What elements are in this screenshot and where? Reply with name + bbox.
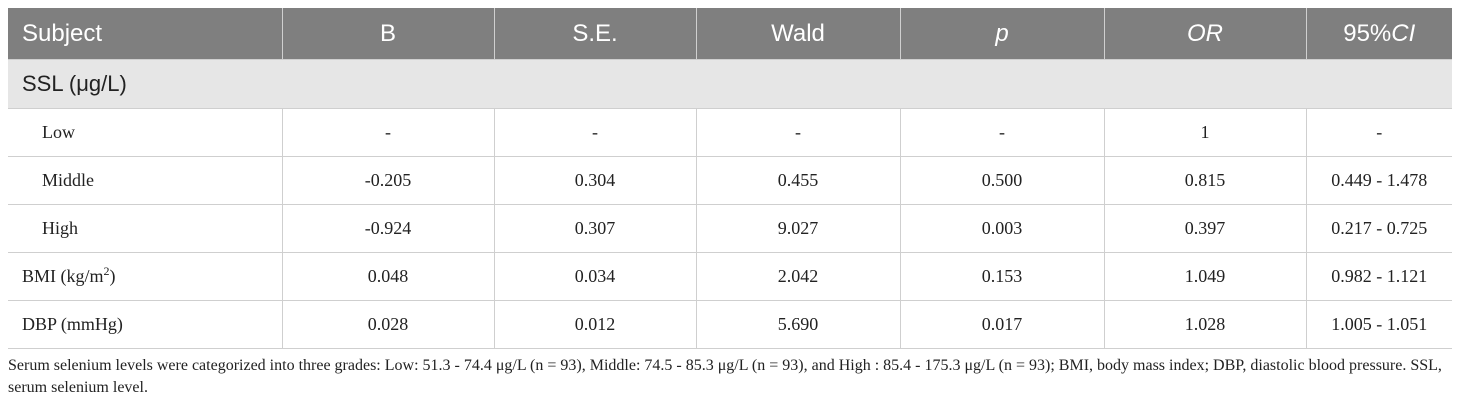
- cell-p: 0.003: [899, 204, 1104, 253]
- regression-table: Subject B S.E. Wald p OR 95%CI SSL (μg/L…: [8, 8, 1452, 349]
- cell-p: 0.500: [899, 156, 1104, 205]
- subject-superscript: 2: [103, 264, 110, 278]
- cell-ci: 0.449 - 1.478: [1305, 156, 1452, 205]
- cell-or: 1.049: [1103, 252, 1306, 301]
- cell-wald: -: [695, 108, 900, 157]
- table-row: DBP (mmHg) 0.028 0.012 5.690 0.017 1.028…: [8, 300, 1452, 349]
- cell-b: 0.048: [281, 252, 494, 301]
- cell-b: 0.028: [281, 300, 494, 349]
- table-row: Low - - - - 1 -: [8, 108, 1452, 157]
- cell-or: 1.028: [1103, 300, 1306, 349]
- header-wald: Wald: [695, 8, 900, 60]
- table-row: BMI (kg/m2) 0.048 0.034 2.042 0.153 1.04…: [8, 252, 1452, 301]
- cell-p: -: [899, 108, 1104, 157]
- cell-se: 0.012: [493, 300, 696, 349]
- cell-ci: 0.982 - 1.121: [1305, 252, 1452, 301]
- header-ci: 95%CI: [1305, 8, 1452, 60]
- cell-subject: DBP (mmHg): [8, 300, 282, 349]
- subject-base: BMI (kg/m: [22, 266, 104, 286]
- header-row: Subject B S.E. Wald p OR 95%CI: [8, 8, 1452, 60]
- header-p: p: [899, 8, 1104, 60]
- header-se: S.E.: [493, 8, 696, 60]
- cell-p: 0.153: [899, 252, 1104, 301]
- header-or: OR: [1103, 8, 1306, 60]
- table-footnote: Serum selenium levels were categorized i…: [8, 357, 1442, 396]
- section-row-ssl: SSL (μg/L): [8, 59, 1452, 109]
- cell-b: -0.924: [281, 204, 494, 253]
- table-row: Middle -0.205 0.304 0.455 0.500 0.815 0.…: [8, 156, 1452, 205]
- cell-subject: Low: [8, 108, 282, 157]
- header-b: B: [281, 8, 494, 60]
- cell-wald: 2.042: [695, 252, 900, 301]
- cell-se: 0.034: [493, 252, 696, 301]
- subject-tail: ): [109, 266, 116, 286]
- table-header: Subject B S.E. Wald p OR 95%CI: [8, 8, 1452, 60]
- cell-se: -: [493, 108, 696, 157]
- cell-wald: 5.690: [695, 300, 900, 349]
- cell-or: 0.397: [1103, 204, 1306, 253]
- cell-se: 0.304: [493, 156, 696, 205]
- cell-b: -0.205: [281, 156, 494, 205]
- cell-se: 0.307: [493, 204, 696, 253]
- header-subject: Subject: [8, 8, 282, 60]
- cell-b: -: [281, 108, 494, 157]
- cell-p: 0.017: [899, 300, 1104, 349]
- cell-or: 0.815: [1103, 156, 1306, 205]
- cell-subject: BMI (kg/m2): [8, 252, 282, 301]
- cell-wald: 9.027: [695, 204, 900, 253]
- cell-subject: Middle: [8, 156, 282, 205]
- cell-ci: 1.005 - 1.051: [1305, 300, 1452, 349]
- table-body: SSL (μg/L) Low - - - - 1 - Middle -0.205…: [8, 59, 1452, 349]
- cell-subject: High: [8, 204, 282, 253]
- cell-wald: 0.455: [695, 156, 900, 205]
- cell-ci: 0.217 - 0.725: [1305, 204, 1452, 253]
- section-label: SSL (μg/L): [8, 59, 1452, 109]
- cell-ci: -: [1305, 108, 1452, 157]
- table-row: High -0.924 0.307 9.027 0.003 0.397 0.21…: [8, 204, 1452, 253]
- results-table-container: Subject B S.E. Wald p OR 95%CI SSL (μg/L…: [8, 8, 1452, 349]
- cell-or: 1: [1103, 108, 1306, 157]
